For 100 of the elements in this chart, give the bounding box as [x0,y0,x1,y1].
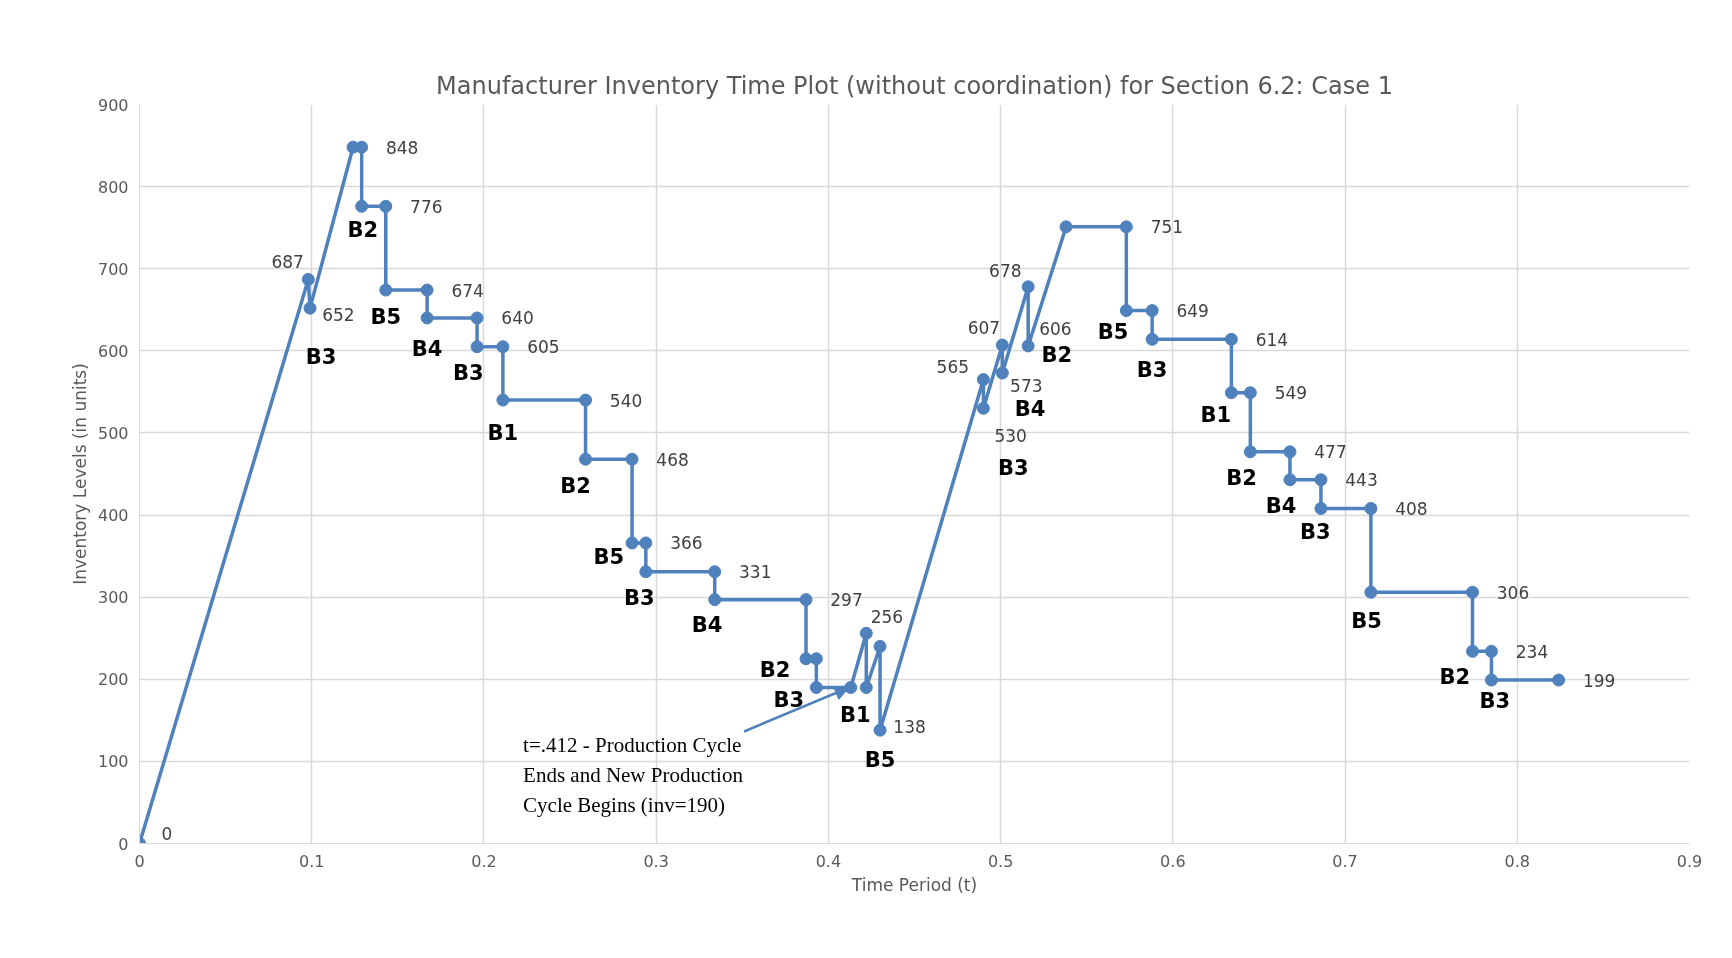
point [809,681,823,694]
y-tick-label: 100 [97,752,129,772]
point [303,301,317,315]
data-label: 256 [870,607,904,628]
point [470,311,484,325]
point [844,681,858,694]
annotation: B2 [347,217,379,242]
data-label: 549 [1274,383,1308,404]
data-label: 649 [1176,301,1209,322]
point [976,373,990,387]
point [1552,673,1566,687]
data-label: 614 [1255,329,1289,350]
point [1484,673,1498,687]
data-label: 234 [1515,641,1549,662]
point [1283,473,1297,487]
point [420,283,434,297]
point [420,311,434,325]
y-tick-label: 700 [97,259,129,279]
point [1119,220,1133,234]
annotation: B1 [1200,402,1232,427]
point [1021,280,1035,294]
x-tick-label: 0.5 [987,851,1014,871]
annotation: B3 [1136,358,1168,383]
x-tick-label: 0.9 [1676,851,1703,871]
data-label: 751 [1150,217,1184,238]
y-axis-title: Inventory Levels (in units) [69,363,90,585]
point [379,283,393,297]
point [639,565,653,579]
annotation: B3 [452,361,484,386]
y-tick-label: 800 [97,177,129,197]
data-label: 687 [271,252,304,273]
data-label: 138 [893,717,926,738]
data-label: 0 [161,824,173,845]
point [579,393,593,407]
point [976,401,990,415]
annotation: B1 [487,421,519,446]
x-tick-label: 0.2 [471,851,497,871]
point [1145,332,1159,346]
point [1224,386,1238,400]
annotation: B4 [411,336,443,361]
x-tick-label: 0.1 [299,851,325,871]
annotation: B4 [1014,397,1046,422]
point [859,626,873,640]
y-tick-label: 500 [97,423,129,443]
annotation: B3 [773,687,805,712]
data-label: 573 [1010,375,1043,396]
annotation: B4 [691,613,723,638]
data-label: 640 [501,308,534,329]
x-tick-label: 0.7 [1332,851,1358,871]
y-tick-label: 900 [97,95,129,115]
annotation: B5 [1097,319,1129,344]
point [809,652,823,666]
point [301,272,315,286]
data-label: 408 [1395,498,1428,519]
point [496,340,510,354]
data-label: 565 [936,356,970,377]
y-tick-label: 0 [118,834,129,854]
annotation: t=.412 - Production Cycle Ends and New Production Cycle Begins (inv=190) [523,733,744,818]
point [1059,220,1073,234]
point [379,199,393,213]
point [1021,339,1035,353]
annotation: B5 [370,304,402,329]
point [873,639,887,653]
point [1466,644,1479,658]
point [859,681,873,694]
annotation: B3 [1479,689,1511,714]
data-label: 540 [609,390,643,411]
x-tick-label: 0.3 [643,851,669,871]
y-tick-label: 200 [97,670,129,690]
x-axis-title: Time Period (t) [850,874,978,895]
point [708,593,722,607]
data-label: 848 [385,137,419,158]
annotation: B1 [839,703,871,728]
annotation: B4 [1265,494,1297,519]
point [625,452,639,466]
annotation: B3 [997,455,1029,480]
point [355,140,369,154]
point [1119,304,1133,318]
annotation: B3 [305,344,337,369]
x-tick-label: 0 [134,851,145,871]
point [625,536,639,550]
point [1364,502,1378,515]
data-label: 468 [656,449,689,470]
data-label: 530 [994,426,1027,447]
point [579,452,593,466]
data-label: 297 [830,590,863,611]
point [995,366,1009,380]
point [799,593,813,607]
data-label: 606 [1039,318,1072,339]
point [1224,332,1238,346]
y-tick-label: 300 [97,588,129,608]
annotation: B2 [759,657,791,682]
chart-title: Manufacturer Inventory Time Plot (without coordination) for Section 6.2: Case 1 [436,71,1393,100]
annotation: B2 [1439,664,1471,689]
point [1283,445,1297,459]
point [470,340,484,354]
point [1466,585,1479,599]
point [799,652,813,666]
point [995,338,1009,352]
point [1145,304,1159,318]
